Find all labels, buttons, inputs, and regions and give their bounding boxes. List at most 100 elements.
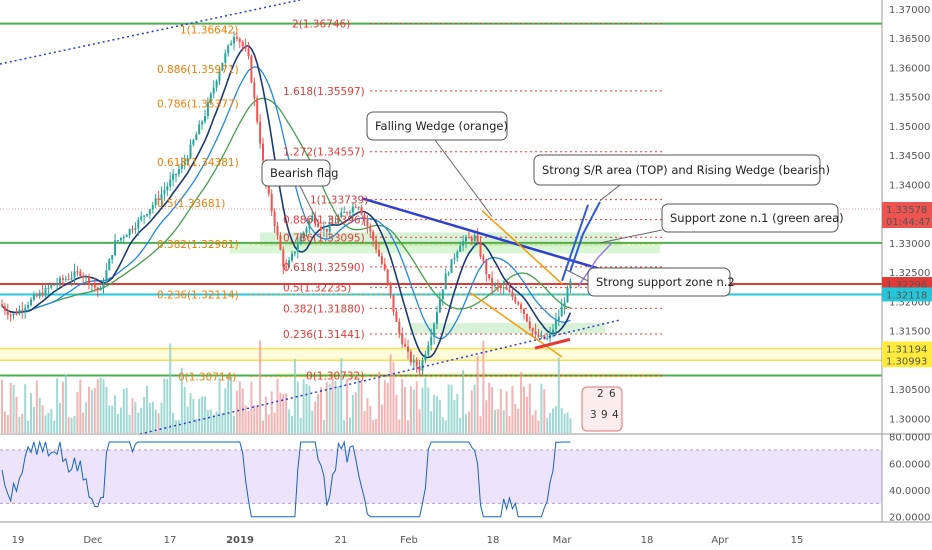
candle-body xyxy=(35,295,38,297)
candle-body xyxy=(282,249,285,267)
candle-body xyxy=(328,223,331,232)
fib-orange-label: 0.886(1.35971) xyxy=(157,64,239,76)
ma-mid-line xyxy=(1,66,571,340)
candle-body xyxy=(267,182,270,194)
candle-body xyxy=(44,287,47,296)
candle-body xyxy=(325,228,328,232)
volume-bar xyxy=(436,396,438,433)
volume-bar xyxy=(50,408,53,433)
event-badge-digit: 9 xyxy=(601,409,608,421)
fib-red-label: 2(1.36746) xyxy=(292,19,350,31)
volume-bar xyxy=(88,386,90,433)
volume-bar xyxy=(163,378,166,433)
candle-body xyxy=(351,206,354,213)
candle-body xyxy=(491,278,494,286)
candle-body xyxy=(320,226,322,230)
volume-bar xyxy=(430,411,433,433)
red-support-mark xyxy=(534,337,571,350)
volume-bar xyxy=(146,385,148,433)
candle-body xyxy=(177,169,180,174)
green-zone-mid xyxy=(230,242,660,254)
candle-body xyxy=(128,229,131,236)
candle-body xyxy=(412,360,415,363)
zone-bands xyxy=(0,232,882,378)
projection-path xyxy=(577,242,613,288)
volume-bar xyxy=(9,382,12,433)
event-badge xyxy=(581,386,623,432)
volume-bar xyxy=(151,402,154,433)
volume-bar xyxy=(552,408,554,433)
volume-bar xyxy=(291,415,293,433)
candle-body xyxy=(311,215,314,221)
volume-bar xyxy=(285,393,288,433)
callout-box xyxy=(533,154,821,186)
volume-bar xyxy=(372,420,375,433)
price-badge xyxy=(882,287,932,302)
candle-body xyxy=(436,312,438,324)
volume-bar xyxy=(218,377,221,433)
volume-bar xyxy=(160,402,163,433)
candle-body xyxy=(505,287,508,290)
candle-body xyxy=(21,309,24,311)
price-badge-label: 1.32118 xyxy=(886,290,927,301)
candle-body xyxy=(32,295,35,300)
ma-fast-line xyxy=(1,44,572,359)
volume-bar xyxy=(404,387,407,433)
volume-bar xyxy=(488,382,491,433)
yellow-support-zone xyxy=(0,348,882,361)
price-badge xyxy=(882,202,932,229)
candle-body xyxy=(143,215,146,217)
volume-bar xyxy=(32,407,35,433)
volume-bar xyxy=(537,420,540,433)
volume-bar xyxy=(360,380,363,433)
candle-body xyxy=(212,87,215,94)
price-badge-label: 1.31194 xyxy=(886,345,927,356)
candle-body xyxy=(314,215,317,224)
candle-body xyxy=(1,304,3,307)
candle-body xyxy=(566,287,569,303)
candle-body xyxy=(523,308,525,314)
volume-bar xyxy=(230,376,233,433)
candle-body xyxy=(163,190,166,194)
event-badge-digit: 4 xyxy=(612,409,619,421)
candle-body xyxy=(383,263,386,270)
volume-bar xyxy=(337,386,340,433)
volume-bar xyxy=(1,379,3,433)
volume-bar xyxy=(325,382,328,433)
candle-body xyxy=(276,226,279,236)
volume-bar xyxy=(395,394,398,433)
volume-bar xyxy=(270,391,273,433)
volume-bar xyxy=(102,379,105,433)
price-badge-label: 1.30993 xyxy=(886,356,927,367)
candle-body xyxy=(235,37,238,39)
candle-body xyxy=(308,220,311,229)
candle-body xyxy=(169,179,172,187)
volume-bar xyxy=(241,388,244,433)
volume-bar xyxy=(299,417,302,433)
candle-body xyxy=(514,297,517,303)
candle-body xyxy=(337,217,340,223)
candle-body xyxy=(53,284,56,286)
candle-body xyxy=(233,37,235,44)
candle-body xyxy=(160,193,163,201)
callout-pointer xyxy=(564,268,591,283)
candle-body xyxy=(499,285,502,288)
callout-pointer xyxy=(599,229,663,244)
rsi-band xyxy=(0,450,882,504)
volume-bar xyxy=(494,410,496,433)
rsi-tick-label: 80.0000 xyxy=(889,433,930,444)
candle-body xyxy=(114,240,117,256)
candle-body xyxy=(288,260,291,268)
rsi-line xyxy=(1,440,571,518)
candle-body xyxy=(360,207,363,215)
time-tick-label: 2019 xyxy=(226,535,254,546)
volume-bar xyxy=(566,412,569,433)
volume-bar xyxy=(61,381,64,433)
volume-bar xyxy=(189,393,192,433)
candle-body xyxy=(41,292,44,296)
price-badge xyxy=(882,353,932,368)
candle-body xyxy=(415,360,418,367)
candle-body xyxy=(140,216,143,220)
event-badge-digit: 2 xyxy=(597,388,604,400)
